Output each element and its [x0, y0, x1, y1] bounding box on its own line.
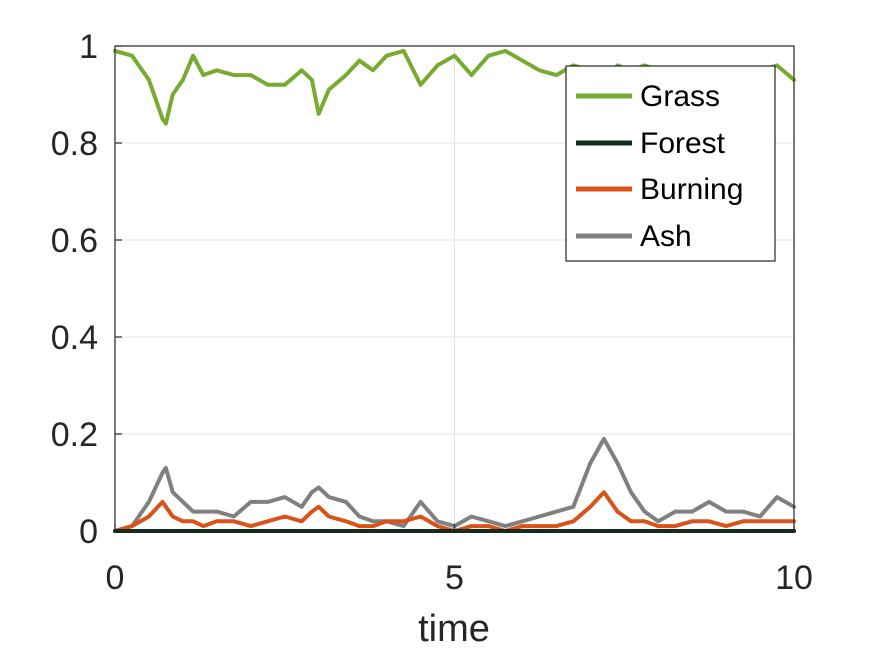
legend-label-burning: Burning [640, 173, 743, 206]
x-tick-label: 0 [106, 559, 125, 597]
y-tick-label: 0.2 [51, 416, 98, 454]
x-tick-label: 5 [445, 559, 464, 597]
y-tick-label: 0.8 [51, 125, 98, 163]
y-tick-label: 0.4 [51, 319, 98, 357]
x-axis-label: time [418, 608, 490, 650]
y-tick-label: 0 [79, 513, 98, 551]
y-tick-label: 1 [79, 28, 98, 66]
x-tick-label: 10 [775, 559, 813, 597]
legend-label-ash: Ash [640, 220, 692, 253]
ticks: 0 5 10 0 0.2 0.4 0.6 0.8 1 [51, 28, 813, 597]
legend: Grass Forest Burning Ash [565, 65, 776, 262]
y-tick-label: 0.6 [51, 222, 98, 260]
series-line-ash [113, 436, 796, 533]
legend-label-forest: Forest [640, 127, 726, 160]
legend-label-grass: Grass [640, 80, 720, 113]
series-line-burning [113, 490, 796, 533]
